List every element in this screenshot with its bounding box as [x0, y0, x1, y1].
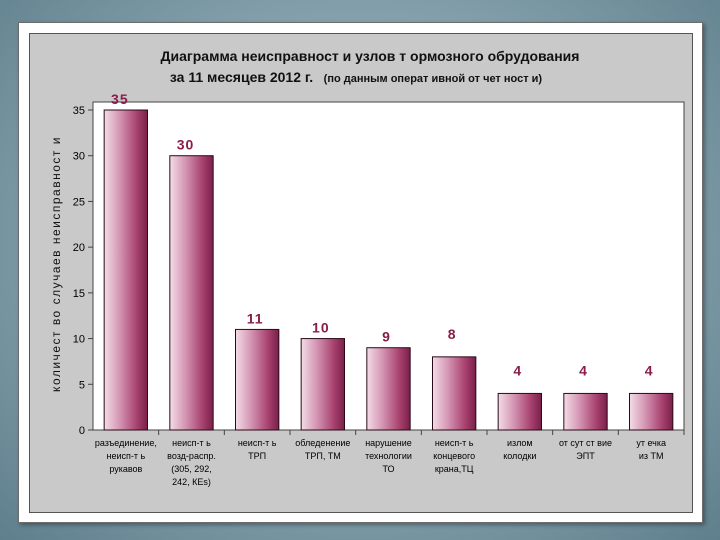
- x-category-label: неисп-т ь: [238, 438, 277, 448]
- x-category-label: (305, 292,: [171, 464, 212, 474]
- x-category-label: 242, КЕs): [172, 477, 211, 487]
- bar: [169, 155, 214, 431]
- x-axis: разъединение, неисп-т ь рукавов неисп-т ь во…: [95, 430, 685, 487]
- x-category-label: излом: [507, 438, 533, 448]
- x-category-label: ТО: [382, 464, 394, 474]
- x-category-label: разъединение,: [95, 438, 157, 448]
- data-label: 4: [579, 362, 588, 378]
- x-category-label: нарушение: [365, 438, 412, 448]
- data-label: 10: [312, 320, 330, 336]
- x-category-label: концевого: [433, 451, 475, 461]
- chart-title-line1: Диаграмма неисправност и узлов т ормозно…: [161, 48, 580, 64]
- x-category-label: обледенение: [295, 438, 350, 448]
- bar: [563, 392, 608, 431]
- y-tick-label: 5: [79, 379, 85, 391]
- x-category-label: ТРП, ТМ: [305, 451, 341, 461]
- x-category-label: ут ечка: [636, 438, 666, 448]
- y-axis: 0 5 10 15 20 25 30 35: [73, 105, 93, 437]
- data-label: 11: [247, 310, 264, 326]
- data-label: 9: [382, 329, 391, 345]
- slide-frame: Диаграмма неисправност и узлов т ормозно…: [18, 22, 703, 523]
- x-category-label: колодки: [503, 451, 536, 461]
- data-label: 4: [645, 362, 654, 378]
- bars-group: 35 30 11 10 9 8 4 4 4: [103, 91, 674, 431]
- y-tick-label: 30: [73, 151, 85, 163]
- x-category-label: крана,ТЦ: [435, 464, 474, 474]
- x-category-label: рукавов: [109, 464, 142, 474]
- bar: [300, 338, 346, 431]
- chart-area: Диаграмма неисправност и узлов т ормозно…: [29, 33, 693, 513]
- y-axis-label: количест во случаев неисправност и: [49, 136, 63, 392]
- x-category-label: неисп-т ь: [435, 438, 474, 448]
- y-tick-label: 25: [73, 196, 85, 208]
- y-tick-label: 0: [79, 425, 85, 437]
- data-label: 35: [111, 91, 129, 107]
- x-category-label: ЭПТ: [576, 451, 595, 461]
- bar: [431, 356, 477, 431]
- data-label: 30: [177, 137, 195, 153]
- x-category-label: неисп-т ь: [172, 438, 211, 448]
- bar: [497, 392, 543, 431]
- x-category-label: технологии: [365, 451, 412, 461]
- y-tick-label: 10: [73, 334, 85, 346]
- chart-title-line2: за 11 месяцев 2012 г. (по данным оперaт …: [170, 69, 543, 86]
- x-category-label: неисп-т ь: [106, 451, 145, 461]
- chart-title-note: (по данным оперaт ивной от чет ност и): [324, 73, 543, 85]
- x-category-label: от сут ст вие: [559, 438, 612, 448]
- data-label: 4: [513, 362, 522, 378]
- bar: [628, 392, 674, 431]
- chart-title-main: за 11 месяцев 2012 г.: [170, 69, 313, 85]
- y-tick-label: 20: [73, 242, 85, 254]
- y-tick-label: 15: [73, 288, 85, 300]
- y-tick-label: 35: [73, 105, 85, 117]
- x-category-label: возд-распр.: [167, 451, 216, 461]
- bar: [234, 328, 280, 431]
- bar: [366, 347, 411, 431]
- data-label: 8: [448, 326, 457, 342]
- x-category-label: ТРП: [248, 451, 266, 461]
- x-category-label: из ТМ: [639, 451, 664, 461]
- bar: [103, 109, 149, 431]
- bar-chart: Диаграмма неисправност и узлов т ормозно…: [49, 48, 685, 487]
